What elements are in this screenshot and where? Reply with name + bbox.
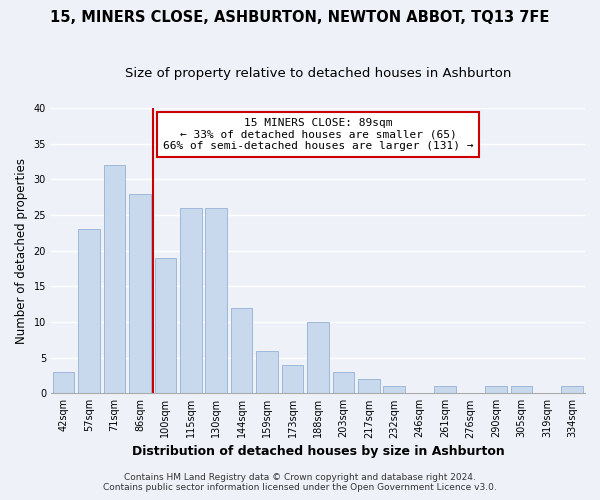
Bar	[180, 208, 202, 394]
Bar	[383, 386, 405, 394]
Bar	[78, 230, 100, 394]
Text: 15 MINERS CLOSE: 89sqm
← 33% of detached houses are smaller (65)
66% of semi-det: 15 MINERS CLOSE: 89sqm ← 33% of detached…	[163, 118, 473, 151]
Bar	[104, 165, 125, 394]
Bar	[231, 308, 253, 394]
Bar	[562, 386, 583, 394]
Bar	[256, 350, 278, 394]
Bar	[53, 372, 74, 394]
Bar	[155, 258, 176, 394]
Bar	[332, 372, 354, 394]
Bar	[282, 365, 304, 394]
Title: Size of property relative to detached houses in Ashburton: Size of property relative to detached ho…	[125, 68, 511, 80]
Bar	[434, 386, 456, 394]
X-axis label: Distribution of detached houses by size in Ashburton: Distribution of detached houses by size …	[131, 444, 505, 458]
Bar	[307, 322, 329, 394]
Text: 15, MINERS CLOSE, ASHBURTON, NEWTON ABBOT, TQ13 7FE: 15, MINERS CLOSE, ASHBURTON, NEWTON ABBO…	[50, 10, 550, 25]
Bar	[358, 379, 380, 394]
Bar	[129, 194, 151, 394]
Bar	[511, 386, 532, 394]
Y-axis label: Number of detached properties: Number of detached properties	[15, 158, 28, 344]
Bar	[485, 386, 507, 394]
Text: Contains HM Land Registry data © Crown copyright and database right 2024.
Contai: Contains HM Land Registry data © Crown c…	[103, 473, 497, 492]
Bar	[205, 208, 227, 394]
